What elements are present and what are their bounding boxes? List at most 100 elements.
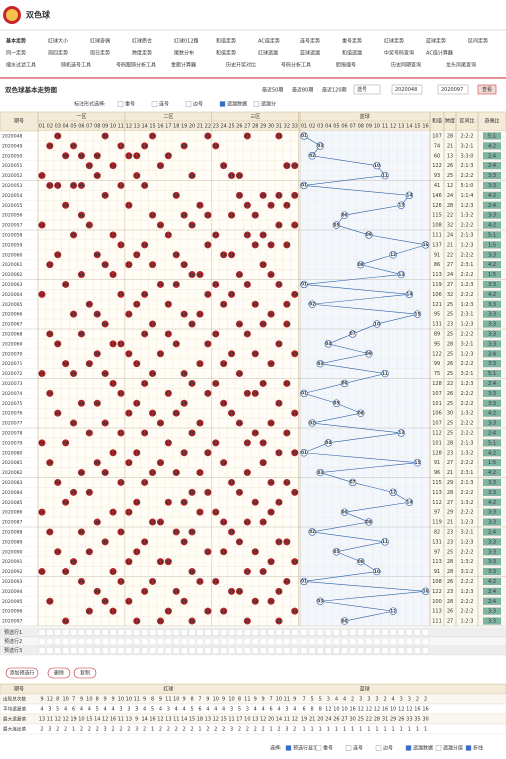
preselect-cell[interactable] [341,638,348,645]
preselect-cell[interactable] [125,647,133,654]
preselect-cell[interactable] [86,629,93,636]
nav-link[interactable]: AC值计算器 [426,50,453,57]
preselect-cell[interactable] [291,629,298,636]
preselect-cell[interactable] [54,629,61,636]
checkbox[interactable] [345,745,352,751]
preselect-cell[interactable] [204,647,212,654]
preselect-cell[interactable] [212,647,219,654]
preselect-cell[interactable] [38,638,46,645]
preselect-cell[interactable] [102,629,109,636]
preselect-cell[interactable] [133,629,140,636]
preselect-cell[interactable] [283,629,291,636]
preselect-cell[interactable] [228,647,235,654]
preselect-cell[interactable] [333,647,340,654]
preselect-cell[interactable] [141,647,148,654]
preselect-cell[interactable] [414,638,421,645]
preselect-cell[interactable] [165,638,172,645]
preselect-cell[interactable] [260,629,267,636]
range-link[interactable]: 最近120期 [322,87,347,94]
preselect-cell[interactable] [244,647,251,654]
checkbox[interactable] [375,745,382,751]
preselect-cell[interactable] [365,638,372,645]
preselect-cell[interactable] [46,629,54,636]
preselect-cell[interactable] [267,647,275,654]
preselect-cell[interactable] [357,638,364,645]
preselect-cell[interactable] [188,629,196,636]
preselect-cell[interactable] [325,629,332,636]
preselect-cell[interactable] [291,638,298,645]
preselect-cell[interactable] [212,638,219,645]
preselect-cell[interactable] [389,638,397,645]
checkbox[interactable] [253,101,260,107]
preselect-cell[interactable] [196,629,204,636]
preselect-cell[interactable] [212,629,219,636]
preselect-cell[interactable] [62,647,69,654]
nav-link[interactable]: 和值走势 [216,50,236,57]
checkbox[interactable] [435,745,442,751]
preselect-cell[interactable] [236,629,243,636]
preselect-cell[interactable] [373,629,381,636]
preselect-cell[interactable] [62,638,69,645]
preselect-cell[interactable] [102,638,109,645]
checkbox[interactable] [315,745,322,751]
nav-link[interactable]: 金额计算器 [171,62,196,69]
preselect-cell[interactable] [181,629,188,636]
preselect-cell[interactable] [341,647,348,654]
checkbox[interactable] [185,101,192,107]
preselect-cell[interactable] [365,629,372,636]
button[interactable] [73,667,97,679]
preselect-cell[interactable] [54,647,61,654]
nav-link[interactable]: 龙头凤尾查询 [446,62,476,69]
preselect-cell[interactable] [341,629,348,636]
preselect-cell[interactable] [308,629,316,636]
preselect-cell[interactable] [333,629,340,636]
preselect-cell[interactable] [244,629,251,636]
preselect-cell[interactable] [220,629,227,636]
nav-link[interactable]: 基本走势 [5,38,26,45]
preselect-cell[interactable] [78,638,85,645]
preselect-cell[interactable] [173,647,180,654]
preselect-cell[interactable] [157,629,164,636]
nav-link[interactable]: 缩水过滤工具 [6,62,36,69]
nav-link[interactable]: 尾数分布 [174,50,194,57]
nav-link[interactable]: 红球遗漏 [258,50,278,57]
preselect-cell[interactable] [196,638,204,645]
nav-link[interactable]: 同一走势 [6,50,26,57]
preselect-cell[interactable] [173,629,180,636]
nav-link[interactable]: 号码分析工具 [281,62,311,69]
nav-link[interactable]: 历史同期查询 [391,62,421,69]
checkbox[interactable] [117,101,124,107]
preselect-cell[interactable] [317,629,324,636]
preselect-cell[interactable] [357,629,364,636]
preselect-cell[interactable] [125,638,133,645]
preselect-cell[interactable] [357,647,364,654]
preselect-cell[interactable] [149,629,156,636]
nav-link[interactable]: 周四走势 [48,50,68,57]
preselect-cell[interactable] [54,638,61,645]
preselect-cell[interactable] [381,629,389,636]
preselect-cell[interactable] [46,647,54,654]
nav-link[interactable]: 连号走势 [300,38,320,45]
preselect-cell[interactable] [173,638,180,645]
preselect-cell[interactable] [275,647,283,654]
preselect-cell[interactable] [389,629,397,636]
preselect-cell[interactable] [398,629,405,636]
preselect-cell[interactable] [308,638,316,645]
preselect-cell[interactable] [333,638,340,645]
preselect-cell[interactable] [70,629,77,636]
preselect-cell[interactable] [86,647,93,654]
range-link[interactable]: 最近80期 [292,87,313,94]
preselect-cell[interactable] [149,638,156,645]
nav-link[interactable]: 随机选号工具 [61,62,91,69]
select-box[interactable] [353,84,381,95]
preselect-cell[interactable] [94,629,101,636]
nav-link[interactable]: 和值遗漏 [342,50,362,57]
preselect-cell[interactable] [244,638,251,645]
preselect-cell[interactable] [220,638,227,645]
nav-link[interactable]: 蓝球走势 [426,38,446,45]
nav-link[interactable]: 中奖号码查询 [384,50,414,57]
preselect-cell[interactable] [317,638,324,645]
nav-link[interactable]: 号码跟随分析工具 [116,62,156,69]
button[interactable] [47,667,71,679]
preselect-cell[interactable] [275,629,283,636]
